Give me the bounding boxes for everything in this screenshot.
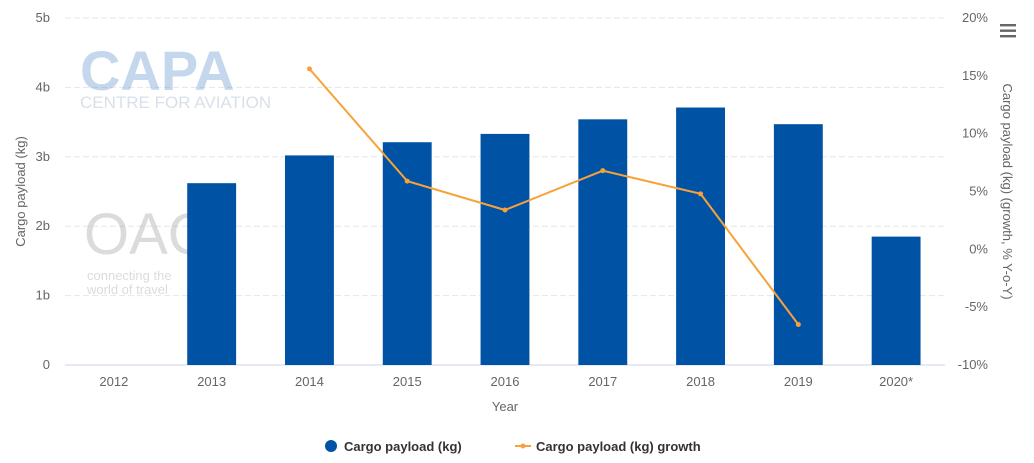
oag-tagline-line2: world of travel (86, 282, 168, 297)
bar (676, 107, 725, 365)
x-tick-label: 2019 (784, 374, 813, 389)
y2-tick-label: 15% (962, 68, 988, 83)
y2-tick-label: 5% (969, 184, 988, 199)
y-tick-label: 1b (36, 288, 50, 303)
bar (285, 155, 334, 365)
y2-axis-title: Cargo payload (kg) (growth, % Y-o-Y) (1000, 83, 1015, 299)
growth-point (795, 322, 801, 328)
x-axis-title: Year (492, 399, 519, 414)
y-tick-label: 2b (36, 218, 50, 233)
y-tick-label: 5b (36, 10, 50, 25)
y-axis-right: -10% -5% 0% 5% 10% 15% 20% (958, 10, 989, 372)
legend-label-bar: Cargo payload (kg) (344, 439, 462, 454)
growth-point (600, 168, 606, 174)
y2-tick-label: 0% (969, 241, 988, 256)
y2-tick-label: -5% (965, 299, 989, 314)
bar (187, 183, 237, 365)
y2-tick-label: 20% (962, 10, 988, 25)
y2-tick-label: -10% (958, 357, 989, 372)
x-tick-label: 2013 (197, 374, 226, 389)
capa-tagline: CENTRE FOR AVIATION (80, 93, 271, 112)
x-tick-label: 2020* (879, 374, 913, 389)
x-tick-label: 2017 (588, 374, 617, 389)
bar (871, 236, 921, 365)
legend-marker-line-dot (520, 443, 526, 449)
y-tick-label: 0 (43, 357, 50, 372)
x-tick-label: 2012 (99, 374, 128, 389)
growth-point (306, 66, 312, 72)
bar (480, 133, 530, 365)
y-tick-label: 3b (36, 149, 50, 164)
growth-point (698, 191, 704, 197)
oag-tagline-line1: connecting the (87, 268, 172, 283)
y-axis-left: 0 1b 2b 3b 4b 5b (36, 10, 50, 372)
legend-marker-bar (325, 440, 337, 452)
legend: Cargo payload (kg) Cargo payload (kg) gro… (325, 439, 701, 454)
y-tick-label: 4b (36, 79, 50, 94)
x-tick-label: 2014 (295, 374, 324, 389)
growth-point (502, 207, 508, 213)
x-axis: 2012 2013 2014 2015 2016 2017 2018 2019 2020* (99, 374, 913, 389)
x-tick-label: 2018 (686, 374, 715, 389)
x-tick-label: 2015 (393, 374, 422, 389)
y2-tick-label: 10% (962, 126, 988, 141)
growth-point (404, 178, 410, 184)
x-tick-label: 2016 (491, 374, 520, 389)
line-series (306, 66, 801, 328)
hamburger-menu-icon[interactable] (1000, 24, 1016, 38)
capa-watermark: CAPA CENTRE FOR AVIATION (80, 39, 271, 112)
bar (382, 142, 432, 365)
capa-logo-text: CAPA (80, 39, 235, 102)
y-axis-title: Cargo payload (kg) (13, 136, 28, 247)
bar (578, 119, 628, 365)
legend-label-line: Cargo payload (kg) growth (536, 439, 701, 454)
growth-line (308, 68, 800, 326)
bar-series (187, 107, 921, 365)
bar (773, 124, 823, 365)
